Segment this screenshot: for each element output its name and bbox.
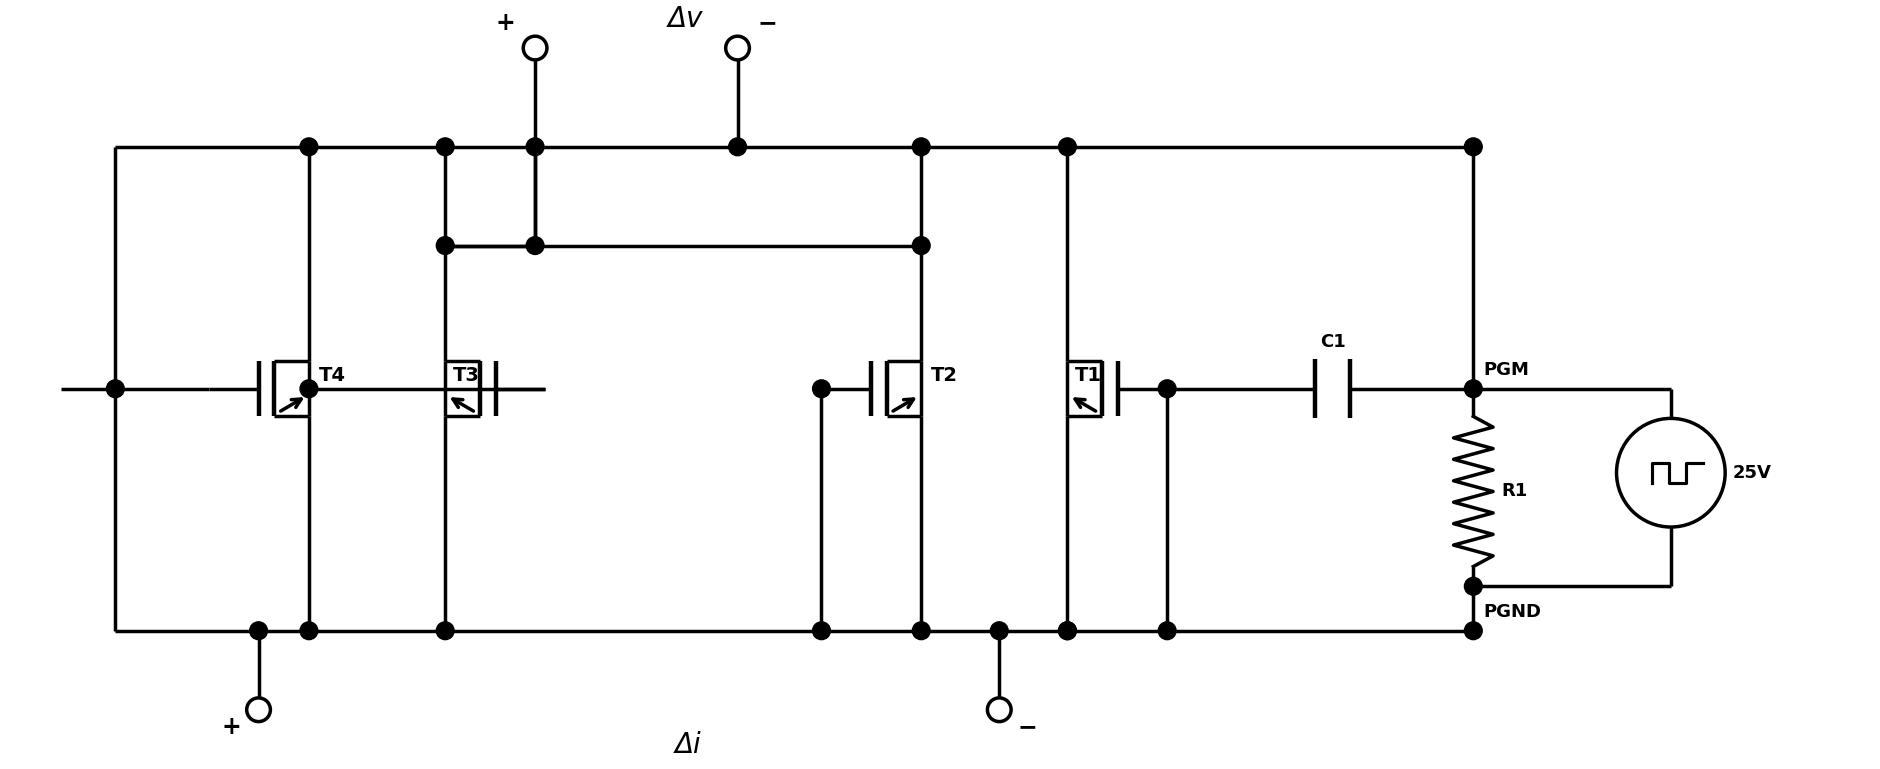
Circle shape [436, 138, 453, 155]
Circle shape [987, 698, 1011, 721]
Circle shape [1465, 138, 1481, 155]
Circle shape [250, 622, 267, 640]
Circle shape [728, 138, 746, 155]
Circle shape [1058, 622, 1075, 640]
Circle shape [246, 698, 271, 721]
Circle shape [1158, 380, 1175, 398]
Circle shape [1465, 578, 1481, 595]
Circle shape [1058, 622, 1075, 640]
Circle shape [912, 622, 929, 640]
Text: −: − [1017, 715, 1036, 740]
Circle shape [991, 622, 1008, 640]
Text: T1: T1 [1075, 366, 1102, 384]
Text: Δi: Δi [675, 731, 701, 760]
Circle shape [912, 237, 929, 255]
Circle shape [107, 380, 124, 398]
Text: +: + [494, 12, 515, 35]
Circle shape [1465, 622, 1481, 640]
Circle shape [301, 380, 318, 398]
Circle shape [523, 36, 547, 60]
Text: −: − [758, 12, 776, 35]
Circle shape [912, 138, 929, 155]
Circle shape [436, 237, 453, 255]
Circle shape [726, 36, 748, 60]
Circle shape [1465, 380, 1481, 398]
Text: +: + [222, 715, 241, 740]
Circle shape [526, 138, 543, 155]
Circle shape [301, 138, 318, 155]
Circle shape [812, 380, 829, 398]
Circle shape [812, 622, 829, 640]
Text: Δv: Δv [667, 5, 703, 33]
Circle shape [301, 622, 318, 640]
Circle shape [1058, 138, 1075, 155]
Circle shape [1158, 622, 1175, 640]
Text: R1: R1 [1500, 482, 1527, 501]
Text: 25V: 25V [1731, 464, 1771, 481]
Text: T3: T3 [453, 366, 479, 384]
Circle shape [436, 622, 453, 640]
Text: C1: C1 [1320, 333, 1344, 351]
Circle shape [1615, 418, 1724, 527]
Text: T2: T2 [931, 366, 957, 384]
Text: PGM: PGM [1483, 361, 1528, 379]
Text: T4: T4 [318, 366, 346, 384]
Text: PGND: PGND [1483, 603, 1540, 621]
Circle shape [526, 237, 543, 255]
